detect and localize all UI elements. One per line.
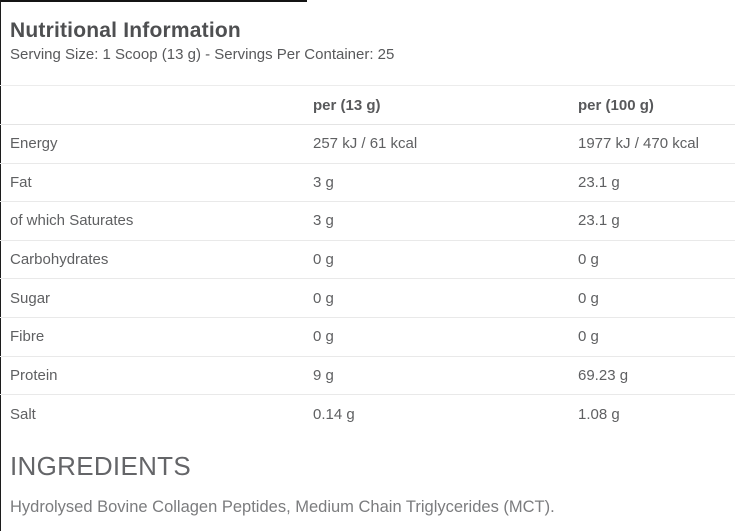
table-row: Protein 9 g 69.23 g (0, 357, 735, 396)
nutrient-per-serving: 257 kJ / 61 kcal (313, 135, 418, 153)
nutrient-label: Salt (10, 405, 36, 423)
table-row: Sugar 0 g 0 g (0, 279, 735, 318)
ingredients-heading: INGREDIENTS (10, 451, 191, 481)
nutrient-per-serving: 3 g (313, 173, 334, 191)
nutrient-per-100g: 23.1 g (578, 173, 620, 191)
nutrient-per-100g: 1977 kJ / 470 kcal (578, 135, 699, 153)
nutrient-per-100g: 0 g (578, 328, 599, 346)
serving-size-text: Serving Size: 1 Scoop (13 g) - Servings … (10, 46, 395, 63)
nutrient-per-serving: 0 g (313, 289, 334, 307)
nutrient-per-100g: 69.23 g (578, 366, 629, 384)
nutrient-per-serving: 3 g (313, 212, 334, 230)
column-header-per-100g: per (100 g) (578, 96, 654, 114)
nutrient-per-serving: 9 g (313, 366, 334, 384)
nutrition-table: per (13 g) per (100 g) Energy 257 kJ / 6… (0, 85, 735, 434)
page-title: Nutritional Information (10, 19, 241, 43)
table-header-row: per (13 g) per (100 g) (0, 85, 735, 125)
nutrient-label: Protein (10, 366, 58, 384)
table-row: Fat 3 g 23.1 g (0, 164, 735, 203)
table-row: of which Saturates 3 g 23.1 g (0, 202, 735, 241)
nutrient-label: Carbohydrates (10, 251, 109, 269)
nutrient-label: Sugar (10, 289, 51, 307)
nutrient-per-100g: 1.08 g (578, 405, 620, 423)
nutrient-label: Fibre (10, 328, 45, 346)
table-row: Salt 0.14 g 1.08 g (0, 395, 735, 434)
ingredients-text: Hydrolysed Bovine Collagen Peptides, Med… (10, 498, 555, 516)
table-row: Energy 257 kJ / 61 kcal 1977 kJ / 470 kc… (0, 125, 735, 164)
table-row: Fibre 0 g 0 g (0, 318, 735, 357)
nutrient-per-serving: 0 g (313, 251, 334, 269)
top-border-line (0, 0, 307, 2)
nutrient-per-100g: 23.1 g (578, 212, 620, 230)
left-border-line (0, 0, 1, 531)
table-row: Carbohydrates 0 g 0 g (0, 241, 735, 280)
column-header-per-serving: per (13 g) (313, 96, 381, 114)
nutrient-per-100g: 0 g (578, 251, 599, 269)
nutrient-label: of which Saturates (10, 212, 134, 230)
nutrient-label: Energy (10, 135, 58, 153)
nutrient-per-100g: 0 g (578, 289, 599, 307)
nutrient-per-serving: 0.14 g (313, 405, 355, 423)
nutrient-per-serving: 0 g (313, 328, 334, 346)
nutrient-label: Fat (10, 173, 32, 191)
